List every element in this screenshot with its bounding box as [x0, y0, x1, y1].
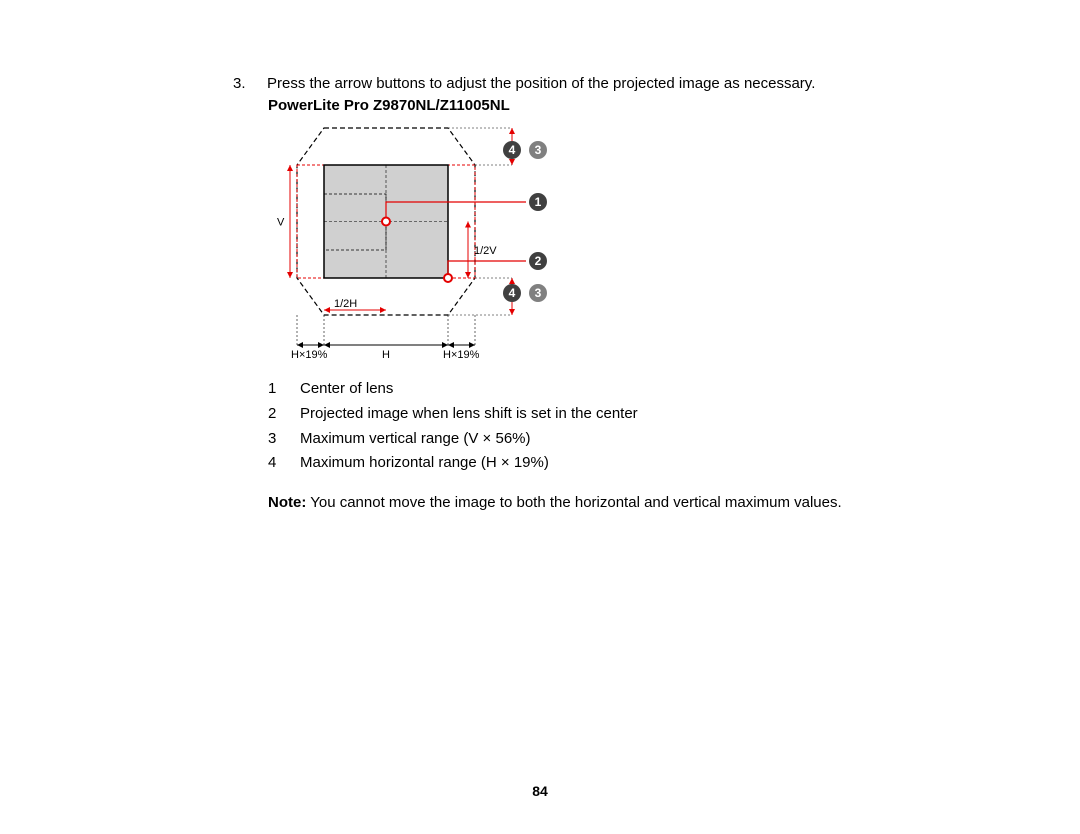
svg-text:H: H: [382, 349, 390, 360]
legend-text: Maximum horizontal range (H × 19%): [300, 454, 549, 471]
svg-text:1: 1: [535, 195, 542, 209]
lens-shift-diagram: V 1/2V H×19% H H×19% 1/2H 3 4 1 2 4 3: [268, 120, 568, 360]
legend-item: 1Center of lens: [268, 377, 638, 402]
step-text: Press the arrow buttons to adjust the po…: [267, 75, 815, 92]
svg-text:3: 3: [535, 143, 542, 157]
legend-text: Maximum vertical range (V × 56%): [300, 430, 531, 447]
svg-text:2: 2: [535, 254, 542, 268]
svg-text:1/2H: 1/2H: [334, 298, 357, 310]
step-line: 3.Press the arrow buttons to adjust the …: [233, 74, 815, 94]
legend-number: 2: [268, 402, 300, 427]
svg-text:1/2V: 1/2V: [474, 245, 497, 257]
legend-text: Projected image when lens shift is set i…: [300, 405, 638, 422]
legend-text: Center of lens: [300, 380, 393, 397]
note-text: You cannot move the image to both the ho…: [306, 494, 841, 511]
model-subtitle: PowerLite Pro Z9870NL/Z11005NL: [268, 97, 510, 114]
svg-text:3: 3: [535, 286, 542, 300]
step-number: 3.: [233, 74, 267, 94]
legend-number: 1: [268, 377, 300, 402]
svg-text:4: 4: [509, 143, 516, 157]
svg-text:V: V: [277, 217, 285, 229]
legend-number: 3: [268, 427, 300, 452]
legend-item: 2Projected image when lens shift is set …: [268, 402, 638, 427]
legend-item: 3Maximum vertical range (V × 56%): [268, 427, 638, 452]
manual-page: 3.Press the arrow buttons to adjust the …: [0, 0, 1080, 834]
legend-list: 1Center of lens2Projected image when len…: [268, 377, 638, 476]
svg-text:H×19%: H×19%: [291, 349, 328, 360]
note-label: Note:: [268, 494, 306, 511]
svg-text:4: 4: [509, 286, 516, 300]
legend-number: 4: [268, 451, 300, 476]
note-paragraph: Note: You cannot move the image to both …: [268, 492, 842, 513]
legend-item: 4Maximum horizontal range (H × 19%): [268, 451, 638, 476]
svg-text:H×19%: H×19%: [443, 349, 480, 360]
page-number: 84: [0, 783, 1080, 799]
